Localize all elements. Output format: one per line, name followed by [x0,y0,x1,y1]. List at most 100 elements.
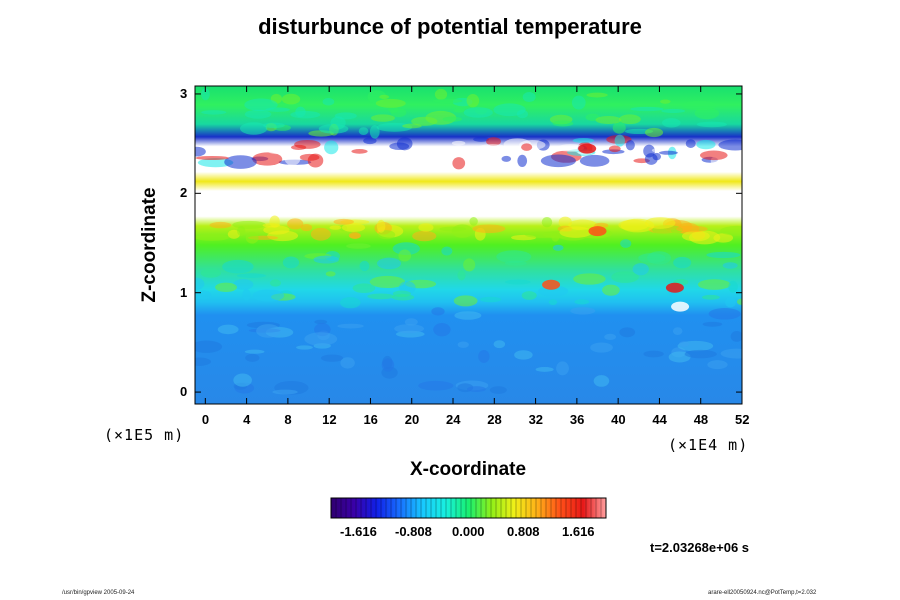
field-texture [200,268,222,278]
field-texture [505,279,531,285]
field-texture [224,155,257,169]
field-texture [552,120,574,127]
field-texture [339,297,361,309]
field-texture [320,354,344,362]
y-tick-label: 2 [180,185,188,201]
field-texture [433,323,451,337]
field-texture [604,333,617,341]
field-texture [557,144,585,152]
field-hotspot [671,301,690,312]
field-texture [556,361,569,376]
field-texture [722,262,738,269]
field-texture [390,108,407,118]
field-texture [466,94,480,108]
field-texture [473,136,490,142]
field-texture [245,231,259,244]
field-texture [496,250,532,264]
x-tick-label: 40 [611,412,626,427]
field-hotspot [578,143,597,154]
plot-frame [194,85,743,405]
field-texture [337,323,364,329]
field-texture [376,219,386,233]
field-texture [201,110,227,115]
field-texture [707,360,728,370]
field-texture [404,318,418,326]
field-texture [644,127,664,138]
colorbar-tick-label: -1.616 [340,524,377,539]
field-texture [195,340,223,353]
field-texture [282,256,300,269]
field-texture [614,134,625,147]
field-texture [618,114,641,125]
x-tick-label: 44 [652,412,667,427]
y-tick-label: 3 [180,85,188,101]
field-texture [696,139,716,150]
field-texture [728,280,738,293]
colorbar-tick-label: 1.616 [562,524,595,539]
field-texture [571,95,586,110]
field-texture [453,295,478,307]
field-texture [227,229,241,239]
field-texture [595,116,622,124]
field-texture [222,259,254,274]
field-texture [678,341,690,347]
field-texture [369,275,406,289]
field-texture [736,298,742,305]
field-hotspot [542,279,561,290]
field-texture [619,327,636,338]
field-texture [217,324,239,335]
field-texture [195,234,230,241]
field-texture [463,258,476,272]
field-texture [702,321,723,327]
field-texture [334,112,357,120]
field-texture [370,114,395,122]
field-texture [201,88,210,101]
y-axis-title: Z-coordinate [139,187,160,303]
field-texture [379,94,390,100]
field-texture [452,157,466,170]
field-texture [630,106,664,112]
field-texture [486,137,502,146]
x-tick-label: 4 [243,412,251,427]
field-texture [392,290,411,298]
field-texture [620,218,655,233]
field-texture [521,291,537,300]
x-unit-label: (×1E4 m) [668,436,749,454]
field-texture [699,150,728,161]
field-texture [358,127,369,135]
field-texture [244,98,278,112]
x-tick-label: 24 [446,412,461,427]
field-texture [398,249,412,262]
field-texture [673,256,692,269]
field-texture [730,331,742,342]
field-texture [493,103,526,117]
footer-command: /usr/bin/gpview 2005-09-24 [62,590,135,596]
field-texture [346,243,371,249]
field-texture [197,158,234,168]
field-texture [263,122,285,129]
field-texture [329,225,342,230]
field-texture [418,380,454,391]
field-texture [392,242,420,255]
field-texture [245,353,260,362]
time-annotation: t=2.03268e+06 s [650,540,750,555]
field-texture [263,225,290,235]
field-texture [333,218,354,225]
field-texture [681,230,710,242]
field-texture [493,340,506,349]
field-texture [457,270,466,281]
field-texture [620,239,632,248]
y-tick-label: 0 [180,384,188,400]
field-texture [242,288,251,301]
field-texture [299,153,320,161]
field-texture [324,140,339,155]
field-texture [240,122,268,135]
field-texture [659,150,678,155]
field-texture [472,224,506,234]
field-texture [480,296,502,303]
x-tick-label: 36 [569,412,585,427]
field-texture [262,223,281,228]
field-texture [535,367,554,372]
field-texture [570,307,596,315]
